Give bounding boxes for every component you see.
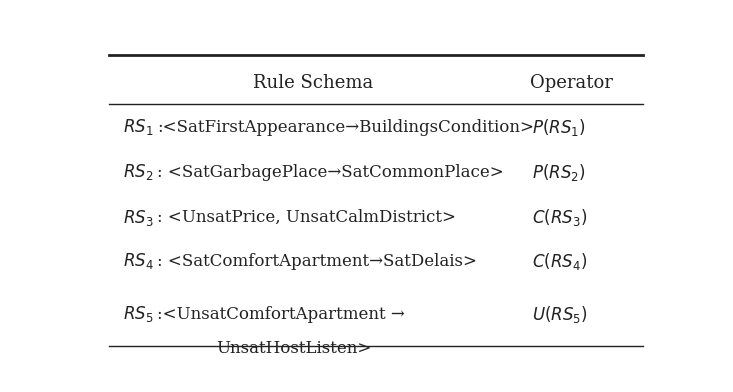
Text: Operator: Operator [530, 74, 613, 92]
Text: $\mathit{RS}_3$: $\mathit{RS}_3$ [123, 208, 153, 228]
Text: : <SatGarbagePlace→SatCommonPlace>: : <SatGarbagePlace→SatCommonPlace> [157, 164, 504, 181]
Text: $\mathit{P}(\mathit{RS}_2)$: $\mathit{P}(\mathit{RS}_2)$ [532, 162, 586, 183]
Text: $\mathit{C}(\mathit{RS}_3)$: $\mathit{C}(\mathit{RS}_3)$ [532, 207, 587, 228]
Text: $\mathit{RS}_2$: $\mathit{RS}_2$ [123, 162, 153, 182]
Text: : <UnsatPrice, UnsatCalmDistrict>: : <UnsatPrice, UnsatCalmDistrict> [157, 209, 456, 226]
Text: : <SatComfortApartment→SatDelais>: : <SatComfortApartment→SatDelais> [157, 253, 477, 270]
Text: UnsatHostListen>: UnsatHostListen> [217, 340, 372, 358]
Text: :<UnsatComfortApartment →: :<UnsatComfortApartment → [157, 306, 405, 323]
Text: $\mathit{RS}_1$: $\mathit{RS}_1$ [123, 117, 153, 137]
Text: Rule Schema: Rule Schema [253, 74, 373, 92]
Text: $\mathit{P}(\mathit{RS}_1)$: $\mathit{P}(\mathit{RS}_1)$ [532, 116, 586, 138]
Text: $\mathit{U}(\mathit{RS}_5)$: $\mathit{U}(\mathit{RS}_5)$ [532, 304, 588, 325]
Text: :<SatFirstAppearance→BuildingsCondition>: :<SatFirstAppearance→BuildingsCondition> [157, 118, 534, 136]
Text: $\mathit{C}(\mathit{RS}_4)$: $\mathit{C}(\mathit{RS}_4)$ [532, 251, 587, 272]
Text: $\mathit{RS}_4$: $\mathit{RS}_4$ [123, 251, 154, 271]
Text: $\mathit{RS}_5$: $\mathit{RS}_5$ [123, 304, 153, 324]
